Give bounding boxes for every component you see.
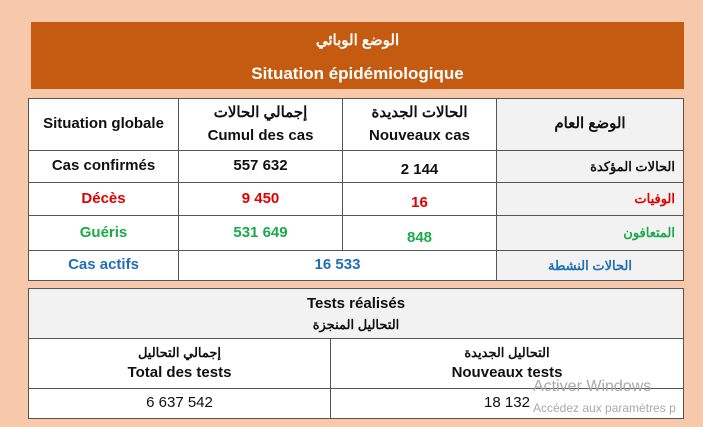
row-active-label-ar: الحالات النشطة [497,251,683,280]
row-deaths-label-ar: الوفيات [497,183,683,216]
row-deaths-label-ar-text: الوفيات [634,191,675,207]
tests-total-value-text: 6 637 542 [146,394,213,412]
row-active-label-fr: Cas actifs [29,251,179,280]
row-confirmed-label-fr-text: Cas confirmés [51,157,156,175]
header-new: الحالات الجديدة Nouveaux cas [343,99,497,151]
row-recovered-new: 848 [343,216,497,251]
row-deaths-cumul-value: 9 450 [241,189,280,207]
banner-title-french: Situation épidémiologique [251,64,464,83]
header-global-ar-text: الوضع العام [554,115,626,133]
row-active-label-ar-text: الحالات النشطة [548,257,632,273]
tests-title-ar: التحاليل المنجزة [312,317,400,332]
situation-table: Situation globale إجمالي الحالات Cumul d… [28,98,684,281]
tests-new-value-text: 18 132 [484,394,530,412]
row-confirmed-new-value: 2 144 [400,160,439,178]
row-deaths-new-value: 16 [411,193,428,211]
row-deaths-cumul: 9 450 [179,183,343,216]
tests-new-ar: التحاليل الجديدة [464,344,550,360]
title-banner: الوضع الوبائي Situation épidémiologique [31,22,684,89]
row-recovered-cumul: 531 649 [179,216,343,251]
header-global-ar: الوضع العام [497,99,683,151]
row-recovered-cumul-value: 531 649 [233,223,288,241]
row-deaths-label-fr-text: Décès [81,189,126,207]
tests-title: Tests réalisés التحاليل المنجزة [29,289,683,339]
row-recovered-new-value: 848 [406,228,433,246]
row-confirmed-label-ar: الحالات المؤكدة [497,151,683,183]
row-confirmed-label-fr: Cas confirmés [29,151,179,183]
tests-new-fr: Nouveaux tests [451,364,563,381]
header-global-fr: Situation globale [29,99,179,151]
tests-total-fr: Total des tests [127,364,232,381]
windows-activation-watermark: Activer Windows [533,378,652,395]
row-active-value: 16 533 [179,251,497,280]
row-active-label-fr-text: Cas actifs [68,256,139,274]
row-recovered-label-ar-text: المتعافون [623,225,675,241]
row-deaths-label-fr: Décès [29,183,179,216]
row-recovered-label-ar: المتعافون [497,216,683,251]
header-cumul: إجمالي الحالات Cumul des cas [179,99,343,151]
tests-new-value: 18 132 [331,389,683,418]
row-confirmed-cumul: 557 632 [179,151,343,183]
row-recovered-label-fr-text: Guéris [79,223,128,241]
windows-activation-subtext: Accédez aux paramètres p [533,401,676,415]
row-confirmed-new: 2 144 [343,151,497,183]
banner-title-arabic: الوضع الوبائي [315,32,400,49]
tests-total-value: 6 637 542 [29,389,331,418]
tests-title-fr: Tests réalisés [306,294,406,312]
header-new-fr: Nouveaux cas [369,126,470,144]
tests-new-header: التحاليل الجديدة Nouveaux tests [331,339,683,389]
row-recovered-label-fr: Guéris [29,216,179,251]
tests-total-header: إجمالي التحاليل Total des tests [29,339,331,389]
header-global-fr-text: Situation globale [43,115,164,133]
header-cumul-fr: Cumul des cas [207,126,314,144]
tests-total-ar: إجمالي التحاليل [137,344,222,360]
row-confirmed-cumul-value: 557 632 [233,157,288,175]
tests-table: Tests réalisés التحاليل المنجزة إجمالي ا… [28,288,684,419]
row-deaths-new: 16 [343,183,497,216]
row-confirmed-label-ar-text: الحالات المؤكدة [590,158,675,174]
header-cumul-ar: إجمالي الحالات [213,104,308,121]
row-active-value-text: 16 533 [314,256,361,274]
header-new-ar: الحالات الجديدة [371,104,468,121]
